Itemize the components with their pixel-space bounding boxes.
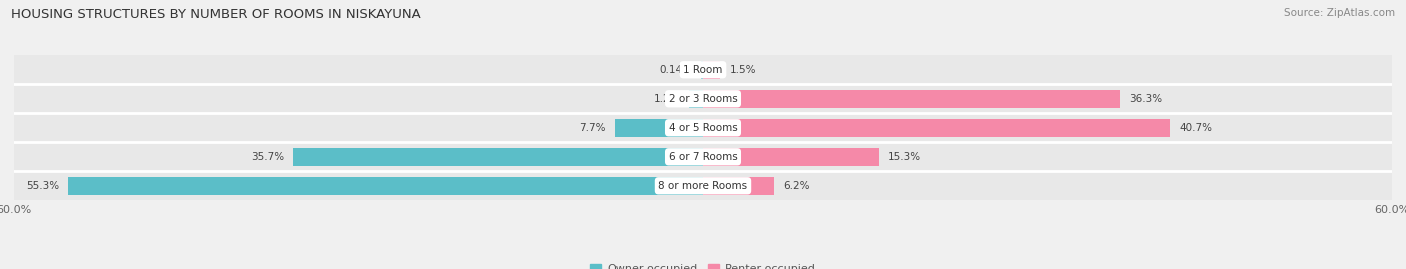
Text: 36.3%: 36.3% (1129, 94, 1163, 104)
Text: 8 or more Rooms: 8 or more Rooms (658, 181, 748, 191)
Bar (703, 119, 1170, 137)
Text: 1.5%: 1.5% (730, 65, 756, 75)
Bar (14, 171, 1392, 200)
Text: 1.2%: 1.2% (654, 94, 681, 104)
Bar (689, 90, 703, 108)
Text: 4 or 5 Rooms: 4 or 5 Rooms (669, 123, 737, 133)
Text: HOUSING STRUCTURES BY NUMBER OF ROOMS IN NISKAYUNA: HOUSING STRUCTURES BY NUMBER OF ROOMS IN… (11, 8, 420, 21)
Bar (14, 84, 1392, 113)
Text: 1 Room: 1 Room (683, 65, 723, 75)
Text: 35.7%: 35.7% (250, 152, 284, 162)
Text: 15.3%: 15.3% (887, 152, 921, 162)
Bar (703, 61, 720, 79)
Bar (702, 61, 703, 79)
Bar (703, 90, 1119, 108)
Text: Source: ZipAtlas.com: Source: ZipAtlas.com (1284, 8, 1395, 18)
Text: 55.3%: 55.3% (25, 181, 59, 191)
Text: 7.7%: 7.7% (579, 123, 606, 133)
Bar (14, 55, 1392, 84)
Bar (703, 148, 879, 166)
Bar (292, 148, 703, 166)
Bar (703, 177, 775, 195)
Bar (67, 177, 703, 195)
Text: 6 or 7 Rooms: 6 or 7 Rooms (669, 152, 737, 162)
Bar (614, 119, 703, 137)
Legend: Owner-occupied, Renter-occupied: Owner-occupied, Renter-occupied (586, 260, 820, 269)
Bar (14, 113, 1392, 142)
Text: 40.7%: 40.7% (1180, 123, 1212, 133)
Text: 6.2%: 6.2% (783, 181, 810, 191)
Text: 0.14%: 0.14% (659, 65, 692, 75)
Bar (14, 142, 1392, 171)
Text: 2 or 3 Rooms: 2 or 3 Rooms (669, 94, 737, 104)
